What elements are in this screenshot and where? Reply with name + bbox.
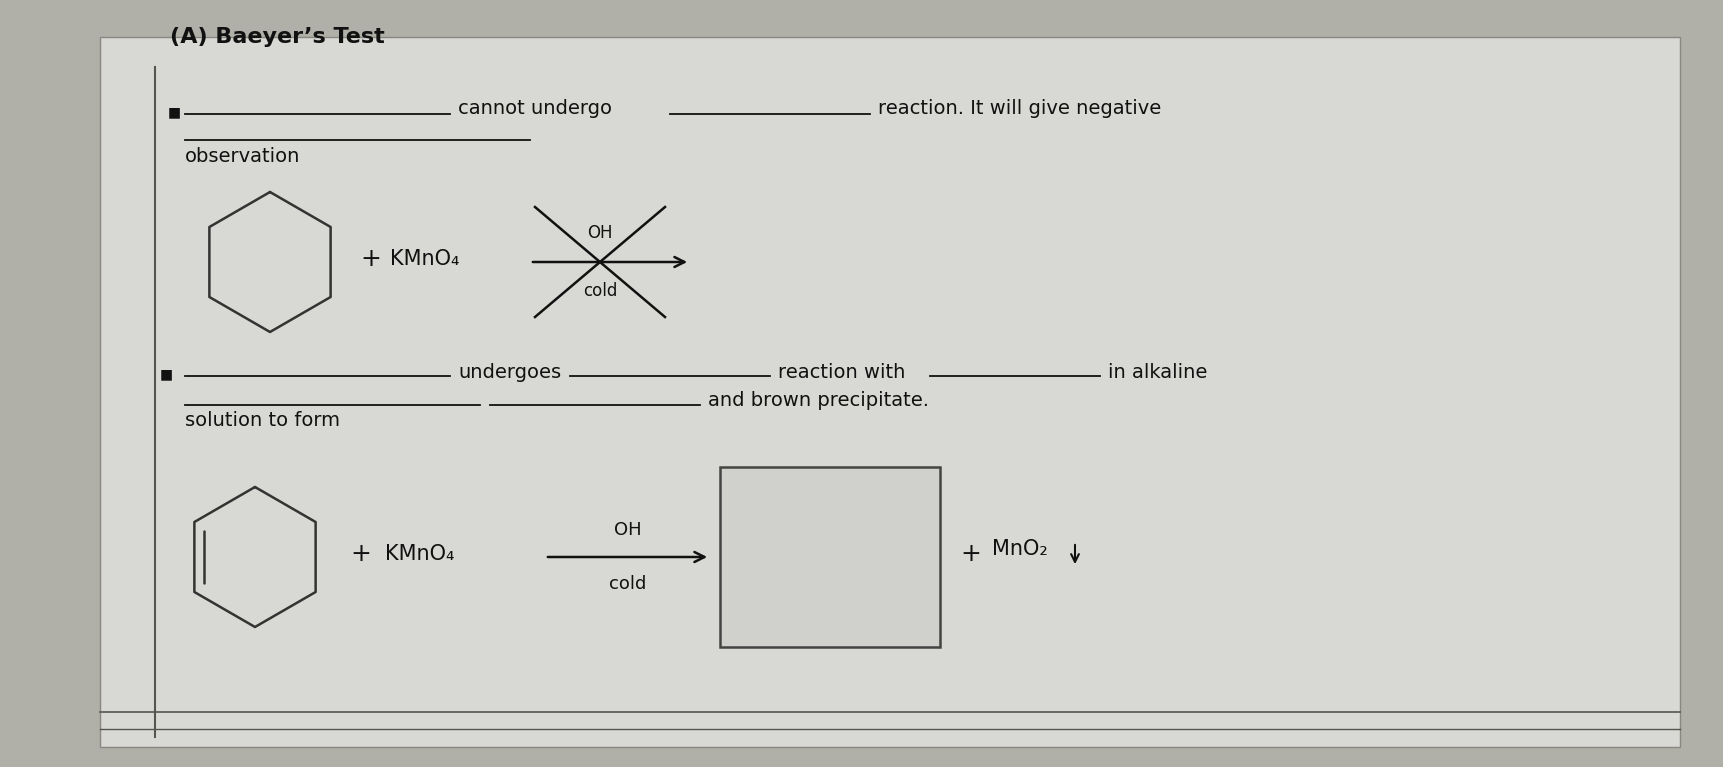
Text: in alkaline: in alkaline [1108,363,1208,381]
Text: cannot undergo: cannot undergo [458,100,612,118]
Text: undergoes: undergoes [458,363,562,381]
Text: OH: OH [588,224,613,242]
Text: KMnO₄: KMnO₄ [389,249,460,269]
Text: OH: OH [613,521,641,539]
Text: cold: cold [582,282,617,300]
Text: (A) Baeyer’s Test: (A) Baeyer’s Test [171,27,384,47]
Text: +: + [960,542,980,566]
Text: and brown precipitate.: and brown precipitate. [708,391,929,410]
Text: cold: cold [610,575,646,593]
Text: MnO₂: MnO₂ [992,539,1048,559]
Text: observation: observation [184,147,300,166]
Text: +: + [350,542,370,566]
Bar [720,467,941,647]
Text: reaction with: reaction with [779,363,905,381]
Text: +: + [360,247,381,271]
Text: ■: ■ [160,367,172,381]
Text: reaction. It will give negative: reaction. It will give negative [879,100,1161,118]
Text: KMnO₄: KMnO₄ [384,544,455,564]
Text: ■: ■ [169,105,181,119]
Text: solution to form: solution to form [184,411,339,430]
